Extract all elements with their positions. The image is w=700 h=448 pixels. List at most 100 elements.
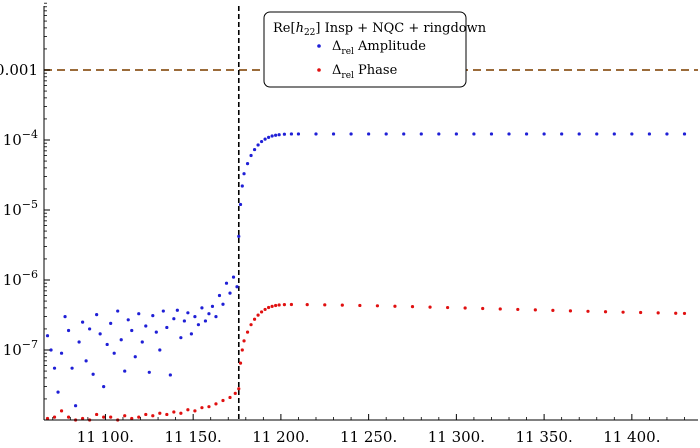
data-point — [263, 137, 267, 141]
data-point — [437, 132, 441, 136]
data-point — [446, 305, 450, 310]
data-point — [224, 281, 229, 285]
series-amplitude — [45, 132, 687, 408]
data-point — [542, 132, 546, 136]
data-point — [123, 369, 127, 373]
data-point — [568, 309, 573, 313]
data-point — [682, 311, 687, 316]
data-point — [203, 319, 208, 323]
data-point — [63, 315, 67, 319]
data-point — [463, 306, 467, 310]
legend-entry-label: Δrel Amplitude — [332, 39, 426, 57]
data-point — [263, 307, 267, 312]
data-point — [95, 313, 99, 317]
data-point — [603, 310, 608, 314]
data-point — [109, 415, 113, 419]
series-phase — [45, 302, 687, 422]
data-point — [402, 132, 406, 136]
data-point — [130, 416, 134, 421]
data-point — [70, 366, 74, 370]
data-point — [393, 304, 397, 308]
data-point — [165, 325, 169, 330]
y-tick-label: 10−5 — [3, 198, 38, 219]
data-point — [375, 304, 380, 308]
data-point — [189, 332, 193, 336]
data-point — [560, 132, 564, 136]
data-point — [384, 132, 388, 136]
data-point — [66, 328, 71, 333]
data-point — [237, 234, 241, 238]
data-point — [454, 132, 458, 136]
data-point — [256, 313, 260, 317]
data-point — [630, 132, 634, 136]
data-point — [133, 355, 137, 359]
data-point — [639, 310, 643, 315]
data-point — [340, 303, 344, 307]
data-point — [147, 370, 151, 374]
data-point — [221, 398, 225, 403]
data-point — [665, 132, 669, 136]
x-tick-label: 11 300. — [428, 428, 485, 446]
data-point — [200, 406, 204, 410]
data-point — [595, 132, 599, 136]
data-point — [245, 330, 250, 334]
data-point — [77, 340, 81, 344]
legend-entry-label: Δrel Phase — [332, 63, 398, 81]
data-point — [277, 303, 281, 307]
data-point — [49, 348, 53, 352]
data-point — [73, 404, 78, 408]
data-point — [59, 409, 64, 413]
data-point — [314, 132, 318, 136]
data-point — [112, 351, 116, 355]
data-point — [249, 323, 253, 327]
x-tick-label: 11 150. — [165, 428, 222, 446]
legend-box — [263, 11, 467, 88]
data-point — [233, 391, 237, 395]
data-point — [214, 402, 218, 406]
data-point — [331, 132, 336, 136]
data-point — [252, 147, 257, 152]
legend-marker — [317, 44, 321, 48]
x-tick-label: 11 200. — [252, 428, 309, 446]
data-point — [207, 312, 211, 316]
data-point — [674, 311, 678, 315]
data-point — [289, 302, 294, 307]
data-point — [59, 351, 64, 355]
data-point — [105, 342, 109, 347]
data-point — [161, 309, 165, 313]
data-point — [81, 320, 85, 324]
data-point — [45, 416, 50, 421]
data-point — [682, 132, 687, 136]
data-point — [270, 304, 274, 308]
data-point — [419, 132, 423, 136]
data-point — [240, 184, 244, 188]
data-point — [489, 132, 494, 136]
data-point — [289, 132, 294, 136]
data-point — [182, 319, 186, 323]
data-point — [349, 132, 353, 136]
data-point — [144, 324, 148, 328]
y-tick-label: 10−7 — [3, 338, 38, 359]
data-point — [221, 302, 225, 306]
data-point — [95, 412, 99, 417]
data-point — [274, 303, 278, 308]
data-point — [109, 321, 113, 325]
data-point — [524, 132, 529, 136]
data-point — [102, 415, 106, 419]
data-point — [231, 275, 236, 279]
data-point — [137, 415, 141, 419]
data-point — [498, 307, 502, 311]
y-tick-label: 0.001 — [0, 61, 38, 79]
data-point — [207, 405, 211, 409]
data-point — [238, 361, 243, 365]
data-point — [577, 132, 581, 136]
data-point — [238, 202, 243, 207]
data-point — [270, 134, 274, 138]
data-point — [656, 311, 660, 315]
data-point — [175, 308, 179, 312]
data-point — [551, 308, 555, 312]
legend-marker — [317, 68, 321, 72]
data-point — [66, 415, 71, 419]
